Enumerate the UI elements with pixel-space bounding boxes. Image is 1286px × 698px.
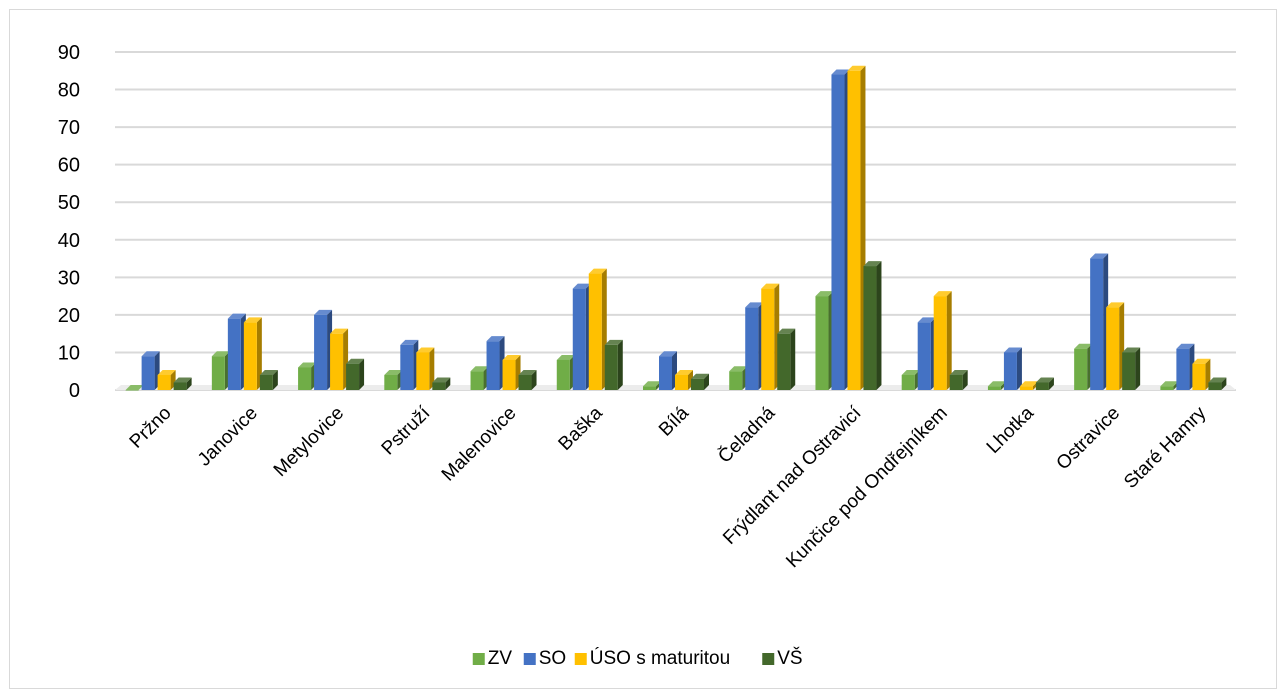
bar-so-2 bbox=[314, 309, 333, 390]
bar-zv-11 bbox=[1074, 343, 1093, 390]
legend-swatch bbox=[472, 653, 485, 665]
bar-zv-3 bbox=[384, 369, 403, 390]
x-category-label: Staré Hamry bbox=[1120, 402, 1211, 493]
bar-zv-2 bbox=[298, 362, 317, 390]
x-category-label: Lhotka bbox=[983, 402, 1038, 457]
y-tick-label: 80 bbox=[58, 80, 80, 102]
bar-zv-4 bbox=[470, 366, 489, 390]
bar--so-s-maturitou-3 bbox=[416, 347, 435, 390]
x-category-label: Pržno bbox=[126, 403, 176, 453]
y-tick-label: 50 bbox=[58, 192, 80, 214]
bar--so-s-maturitou-2 bbox=[330, 328, 349, 390]
x-category-label: Baška bbox=[555, 402, 607, 454]
bar-so-0 bbox=[141, 351, 160, 390]
bar--so-s-maturitou-12 bbox=[1192, 358, 1211, 390]
bar-v--4 bbox=[518, 369, 537, 390]
x-category-label: Bílá bbox=[655, 402, 693, 440]
bar--so-s-maturitou-1 bbox=[243, 317, 262, 390]
bar--so-s-maturitou-6 bbox=[675, 369, 693, 390]
legend-swatch bbox=[762, 653, 775, 665]
bar-zv-7 bbox=[729, 366, 748, 390]
y-tick-label: 0 bbox=[69, 380, 80, 402]
legend-swatch bbox=[523, 653, 536, 665]
y-tick-label: 40 bbox=[58, 230, 80, 252]
bar--so-s-maturitou-4 bbox=[502, 354, 521, 390]
legend-item-so: SO bbox=[523, 648, 566, 669]
x-category-label: Frýdlant nad Ostravicí bbox=[719, 402, 866, 549]
chart-frame bbox=[9, 9, 1277, 689]
legend-item--so-s-maturitou: ÚSO s maturitou bbox=[574, 647, 730, 669]
bar-zv-0 bbox=[125, 385, 144, 391]
gridlines bbox=[115, 51, 1236, 391]
bar-v--8 bbox=[863, 261, 882, 390]
x-category-label: Kunčice pod Ondřejníkem bbox=[782, 403, 951, 572]
legend-label: SO bbox=[539, 648, 566, 669]
x-category-label: Čeladná bbox=[714, 402, 780, 468]
y-tick-label: 90 bbox=[58, 42, 80, 64]
bar-v--1 bbox=[259, 369, 278, 390]
bar-v--12 bbox=[1208, 377, 1227, 390]
y-tick-label: 60 bbox=[58, 155, 80, 177]
y-axis-ticks: 0 10 20 30 40 50 60 70 80 90 bbox=[58, 42, 80, 402]
bar--so-s-maturitou-8 bbox=[847, 65, 866, 391]
bar-so-1 bbox=[227, 313, 246, 390]
legend-label: VŠ bbox=[777, 647, 802, 669]
x-category-label: Malenovice bbox=[438, 403, 521, 486]
bar-so-5 bbox=[572, 283, 591, 390]
bar-v--9 bbox=[949, 369, 968, 390]
bar--so-s-maturitou-11 bbox=[1106, 302, 1125, 390]
bar--so-s-maturitou-7 bbox=[761, 283, 780, 390]
legend-item-zv: ZV bbox=[472, 648, 513, 669]
bars bbox=[125, 65, 1227, 391]
y-tick-label: 70 bbox=[58, 117, 80, 139]
bar-v--6 bbox=[691, 373, 709, 390]
bar-so-4 bbox=[486, 336, 505, 390]
legend-swatch bbox=[574, 653, 587, 665]
y-tick-label: 20 bbox=[58, 305, 80, 327]
bar-so-6 bbox=[659, 351, 677, 390]
bar-v--0 bbox=[173, 377, 192, 390]
bar-so-9 bbox=[917, 317, 936, 390]
legend-label: ÚSO s maturitou bbox=[590, 647, 730, 669]
x-category-label: Janovice bbox=[194, 403, 262, 471]
legend: ZV SO ÚSO s maturitou VŠ bbox=[472, 647, 803, 669]
x-category-label: Metylovice bbox=[270, 403, 348, 481]
bar-zv-1 bbox=[211, 351, 230, 390]
bar-v--10 bbox=[1035, 377, 1054, 390]
legend-item-v-: VŠ bbox=[762, 647, 803, 669]
bar-so-7 bbox=[745, 302, 764, 390]
bar--so-s-maturitou-5 bbox=[588, 268, 607, 390]
x-category-label: Pstruží bbox=[378, 402, 435, 459]
bar-v--3 bbox=[432, 377, 451, 390]
y-tick-label: 30 bbox=[58, 267, 80, 289]
x-axis-categories: Pržno Janovice Metylovice Pstruží Malenovice… bbox=[126, 402, 1211, 572]
bar--so-s-maturitou-0 bbox=[157, 369, 176, 390]
bar-so-3 bbox=[400, 339, 419, 390]
bar-v--5 bbox=[604, 339, 623, 390]
y-tick-label: 10 bbox=[58, 342, 80, 364]
bar-v--2 bbox=[346, 358, 365, 390]
bar-zv-9 bbox=[901, 369, 920, 390]
bar-so-12 bbox=[1176, 343, 1195, 390]
bar-so-11 bbox=[1090, 253, 1109, 390]
legend-label: ZV bbox=[488, 648, 513, 669]
bar-v--7 bbox=[777, 328, 796, 390]
bar--so-s-maturitou-9 bbox=[933, 291, 952, 390]
bar-so-10 bbox=[1003, 347, 1022, 390]
x-category-label: Ostravice bbox=[1053, 403, 1125, 475]
bar-zv-8 bbox=[815, 291, 834, 390]
bar-so-8 bbox=[831, 69, 850, 391]
bar-zv-5 bbox=[556, 354, 575, 390]
bar-v--11 bbox=[1122, 347, 1141, 390]
